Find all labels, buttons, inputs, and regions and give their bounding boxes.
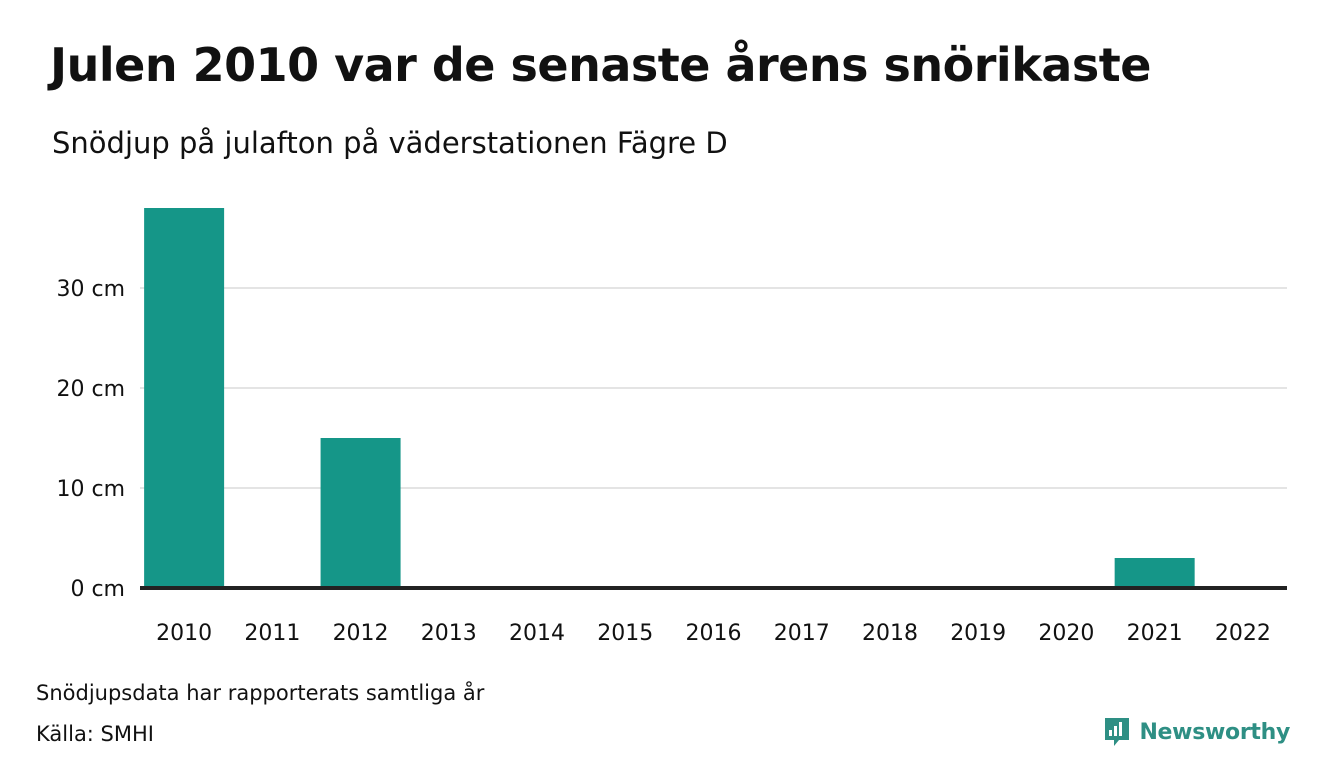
logo-text: Newsworthy bbox=[1139, 719, 1290, 745]
y-tick-label: 20 cm bbox=[56, 377, 125, 402]
bar-chart: 0 cm 10 cm 20 cm 30 cm 2010 2011 2012 2013 2014 2… bbox=[56, 208, 1287, 646]
y-tick-label: 0 cm bbox=[70, 577, 125, 602]
bar-2012 bbox=[320, 438, 401, 588]
newsworthy-chart-bubble-icon bbox=[1105, 718, 1130, 746]
x-tick-label: 2012 bbox=[333, 621, 389, 646]
y-tick-label: 10 cm bbox=[56, 477, 125, 502]
newsworthy-logo: Newsworthy bbox=[1103, 716, 1290, 748]
axes: 0 cm 10 cm 20 cm 30 cm 2010 2011 2012 2013 2014 2… bbox=[56, 277, 1287, 646]
chart-subtitle: Snödjup på julafton på väderstationen Fä… bbox=[52, 126, 728, 160]
x-tick-label: 2010 bbox=[156, 621, 212, 646]
chart-title: Julen 2010 var de senaste årens snörikas… bbox=[50, 38, 1151, 92]
gridlines bbox=[140, 287, 1287, 489]
x-tick-label: 2017 bbox=[774, 621, 830, 646]
x-tick-label: 2016 bbox=[686, 621, 742, 646]
bar-2010 bbox=[144, 208, 225, 588]
x-tick-label: 2019 bbox=[950, 621, 1006, 646]
x-tick-label: 2022 bbox=[1215, 621, 1271, 646]
x-tick-label: 2015 bbox=[597, 621, 653, 646]
x-tick-label: 2018 bbox=[862, 621, 918, 646]
y-tick-label: 30 cm bbox=[56, 277, 125, 302]
x-tick-label: 2014 bbox=[509, 621, 565, 646]
footnote: Snödjupsdata har rapporterats samtliga å… bbox=[36, 681, 485, 705]
x-tick-label: 2013 bbox=[421, 621, 477, 646]
x-tick-label: 2021 bbox=[1127, 621, 1183, 646]
bars bbox=[144, 208, 1195, 588]
x-tick-label: 2011 bbox=[244, 621, 300, 646]
source-note: Källa: SMHI bbox=[36, 722, 154, 746]
bar-2021 bbox=[1114, 558, 1195, 588]
x-tick-label: 2020 bbox=[1038, 621, 1094, 646]
